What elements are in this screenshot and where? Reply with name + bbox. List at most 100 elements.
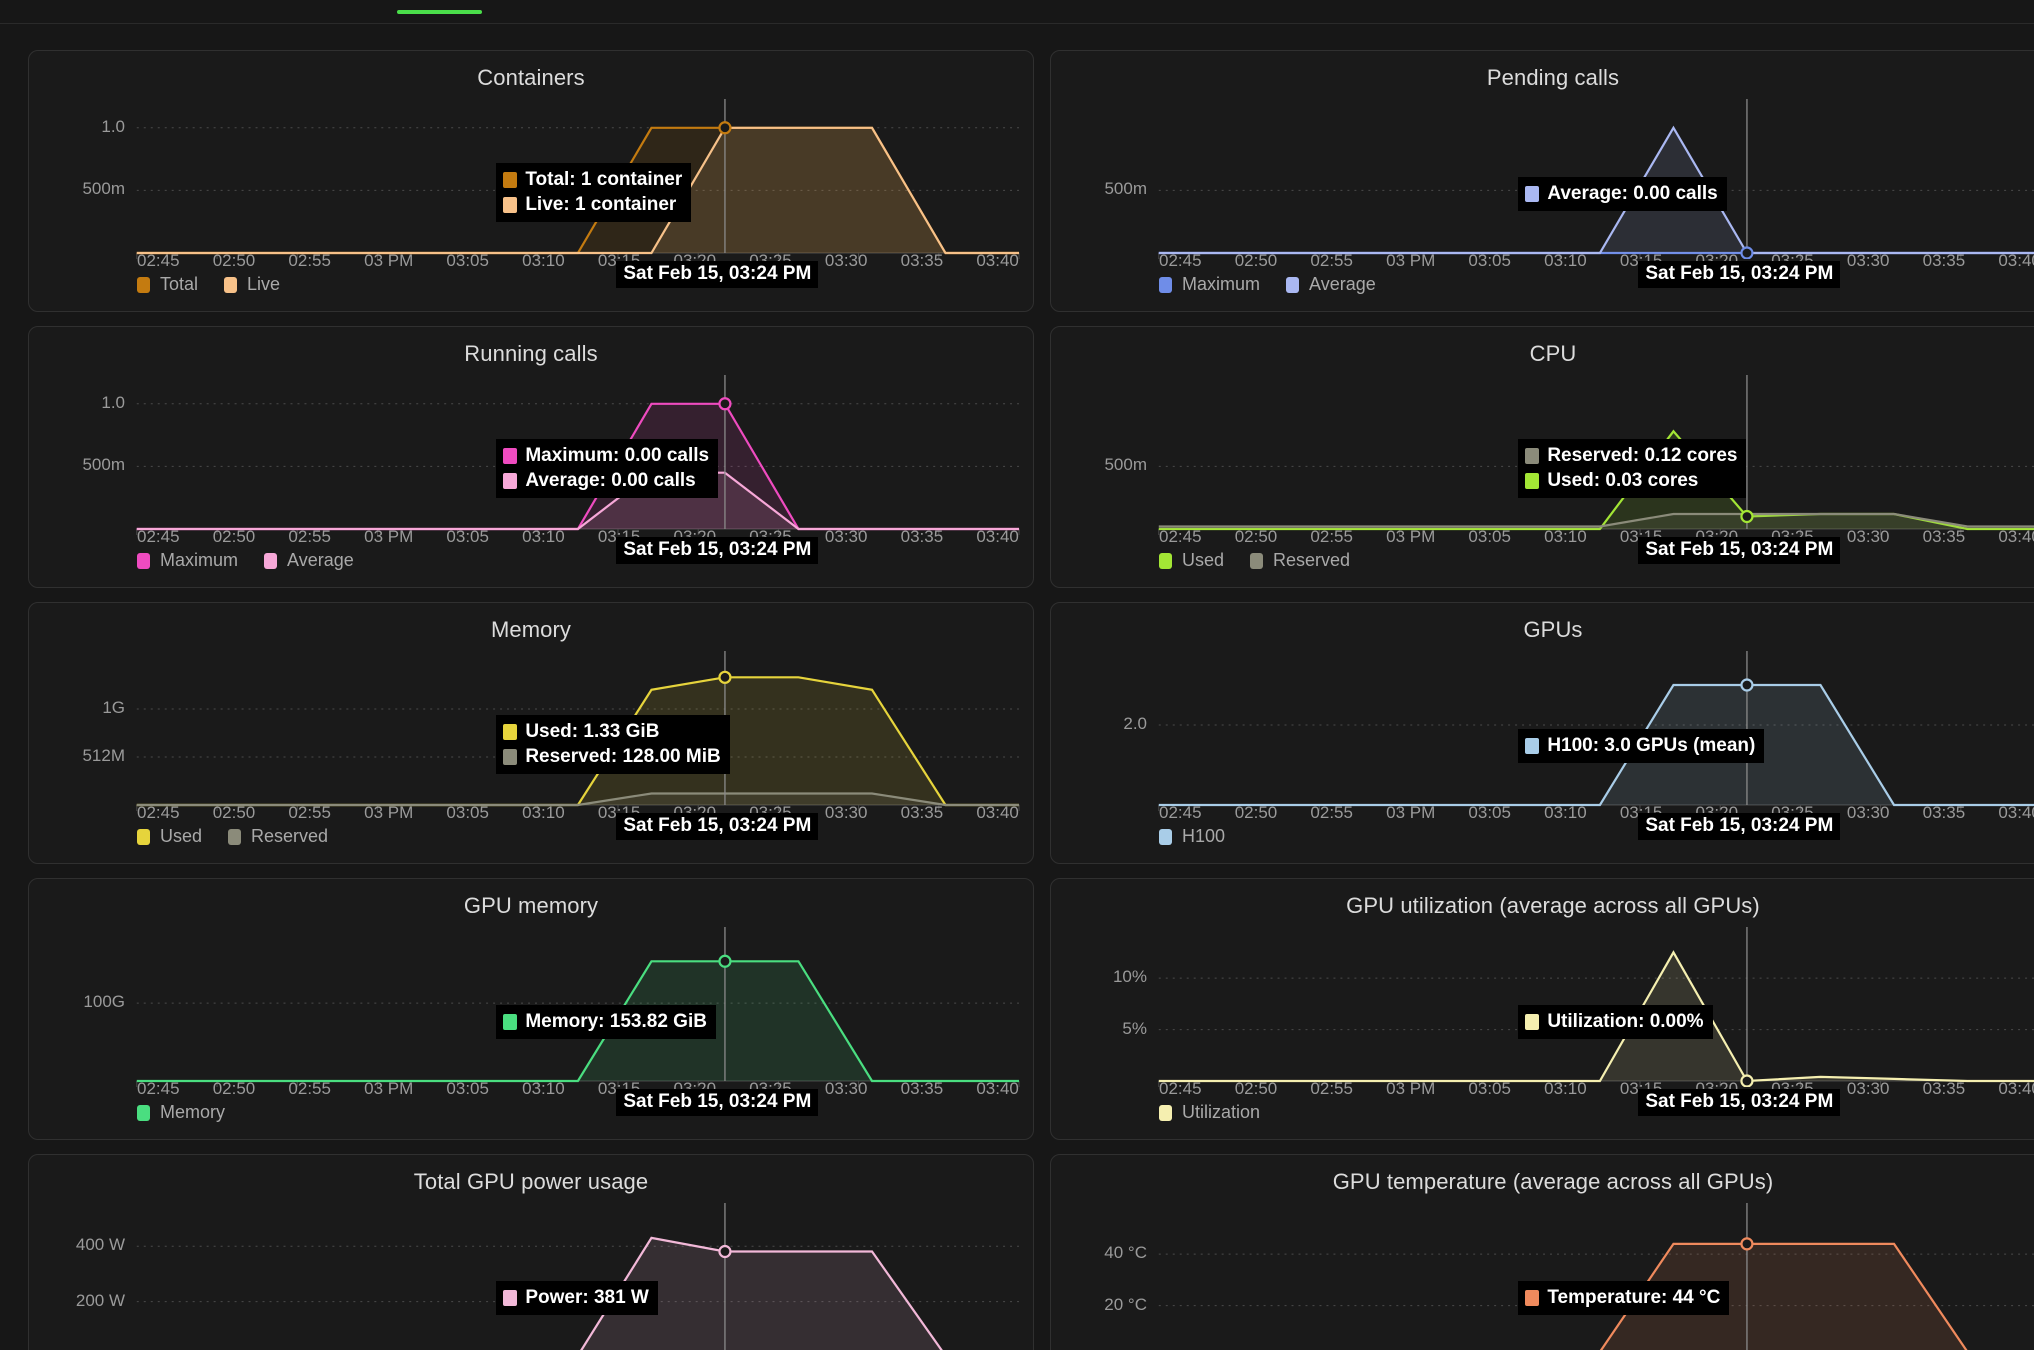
legend-swatch <box>264 552 278 569</box>
tab-function-calls[interactable]: Function Calls <box>28 0 217 14</box>
tab-containers[interactable]: Containers <box>217 0 375 14</box>
chart-legend: Maximum Average <box>1159 274 1376 295</box>
plot-area[interactable] <box>29 99 1033 259</box>
chart-legend: Used Reserved <box>1159 550 1350 571</box>
legend-label: Reserved <box>251 826 329 846</box>
cursor-timestamp: Sat Feb 15, 03:24 PM <box>616 261 819 288</box>
tooltip-series-swatch <box>503 723 518 740</box>
tooltip-row: Reserved: 128.00 MiB <box>503 744 721 769</box>
tooltip-text: Utilization: 0.00% <box>1547 1011 1704 1032</box>
tooltip-text: Power: 381 W <box>525 1287 649 1308</box>
cursor-timestamp: Sat Feb 15, 03:24 PM <box>616 1089 819 1116</box>
legend-label: Maximum <box>160 550 239 570</box>
tooltip-series-swatch <box>503 1289 518 1306</box>
plot-area[interactable] <box>29 375 1033 535</box>
tab-bar: Function Calls Containers Metrics Detail… <box>0 0 2034 24</box>
plot-area[interactable] <box>29 927 1033 1087</box>
legend-item[interactable]: Maximum <box>1159 274 1260 295</box>
legend-label: Average <box>1309 274 1376 294</box>
tooltip-series-swatch <box>1525 1013 1540 1030</box>
legend-label: Memory <box>160 1102 226 1122</box>
tooltip-text: H100: 3.0 GPUs (mean) <box>1547 735 1756 756</box>
tooltip-row: Memory: 153.82 GiB <box>503 1009 707 1034</box>
legend-item[interactable]: H100 <box>1159 826 1225 847</box>
tab-label: Containers <box>245 0 347 2</box>
panel-gpu-temperature: GPU temperature (average across all GPUs… <box>1050 1154 2034 1350</box>
tab-files[interactable]: Files <box>624 0 724 14</box>
chart-legend: Maximum Average <box>137 550 354 571</box>
panel-title: GPU temperature (average across all GPUs… <box>1332 1169 1774 1194</box>
tooltip-series-swatch <box>1525 1289 1540 1306</box>
panel-containers: Containers 1.0 500m Total: 1 container Live:… <box>28 50 1034 312</box>
legend-item[interactable]: Memory <box>137 1102 225 1123</box>
chart-legend: Memory <box>137 1102 225 1123</box>
tab-details[interactable]: Details <box>504 0 624 14</box>
panel-gpus: GPUs 2.0 H100: 3.0 GPUs (mean) Sat Feb 15, … <box>1050 602 2034 864</box>
plot-area[interactable] <box>1051 1203 2034 1350</box>
cursor-timestamp: Sat Feb 15, 03:24 PM <box>616 537 819 564</box>
panel-memory: Memory 1G 512M Used: 1.33 GiB Reserved: 128.… <box>28 602 1034 864</box>
legend-label: Average <box>287 550 354 570</box>
tooltip-text: Reserved: 0.12 cores <box>1547 445 1738 466</box>
tooltip-text: Reserved: 128.00 MiB <box>525 746 721 767</box>
tooltip-text: Used: 0.03 cores <box>1547 470 1699 491</box>
legend-label: Used <box>1182 550 1225 570</box>
legend-item[interactable]: Maximum <box>137 550 238 571</box>
legend-item[interactable]: Average <box>1286 274 1376 295</box>
legend-item[interactable]: Used <box>137 826 202 847</box>
chart-tooltip: Memory: 153.82 GiB <box>496 1005 716 1039</box>
legend-swatch <box>1159 276 1172 293</box>
legend-item[interactable]: Utilization <box>1159 1102 1260 1123</box>
chart-tooltip: Power: 381 W <box>496 1281 658 1315</box>
tooltip-text: Average: 0.00 calls <box>525 470 696 491</box>
panel-title: GPUs <box>1523 617 1583 642</box>
panel-cpu: CPU 500m Reserved: 0.12 cores Used: 0.03 co… <box>1050 326 2034 588</box>
legend-label: Maximum <box>1182 274 1261 294</box>
tooltip-series-swatch <box>1525 737 1540 754</box>
legend-item[interactable]: Live <box>224 274 280 295</box>
tooltip-series-swatch <box>1525 185 1540 202</box>
chart-tooltip: Maximum: 0.00 calls Average: 0.00 calls <box>496 439 719 498</box>
cursor-timestamp: Sat Feb 15, 03:24 PM <box>616 813 819 840</box>
panel-title: Containers <box>477 65 585 90</box>
legend-swatch <box>137 1104 150 1121</box>
tab-label: Files <box>652 0 696 2</box>
legend-swatch <box>137 276 150 293</box>
panel-title: Running calls <box>464 341 598 366</box>
tooltip-series-swatch <box>1525 472 1540 489</box>
chart-tooltip: Total: 1 container Live: 1 container <box>496 163 692 222</box>
tooltip-row: Average: 0.00 calls <box>503 468 709 493</box>
plot-area[interactable] <box>1051 375 2034 535</box>
tooltip-row: Reserved: 0.12 cores <box>1525 443 1737 468</box>
tooltip-text: Memory: 153.82 GiB <box>525 1011 707 1032</box>
legend-item[interactable]: Total <box>137 274 198 295</box>
chart-tooltip: Utilization: 0.00% <box>1518 1005 1713 1039</box>
panel-running-calls: Running calls 1.0 500m Maximum: 0.00 calls A… <box>28 326 1034 588</box>
tab-label: Function Calls <box>56 0 189 2</box>
legend-item[interactable]: Average <box>264 550 354 571</box>
panel-title: Pending calls <box>1486 65 1620 90</box>
tooltip-row: Total: 1 container <box>503 167 682 192</box>
legend-swatch <box>228 828 242 845</box>
cursor-timestamp: Sat Feb 15, 03:24 PM <box>1638 261 1841 288</box>
legend-item[interactable]: Reserved <box>1250 550 1350 571</box>
chart-legend: Total Live <box>137 274 280 295</box>
legend-item[interactable]: Reserved <box>228 826 328 847</box>
plot-area[interactable] <box>29 1203 1033 1350</box>
legend-item[interactable]: Used <box>1159 550 1224 571</box>
cursor-timestamp: Sat Feb 15, 03:24 PM <box>1638 813 1841 840</box>
tooltip-series-swatch <box>503 171 518 188</box>
panel-gpu-power: Total GPU power usage 400 W 200 W Power: 38… <box>28 1154 1034 1350</box>
panel-gpu-utilization: GPU utilization (average across all GPUs… <box>1050 878 2034 1140</box>
tab-label: Details <box>532 0 596 2</box>
tooltip-text: Live: 1 container <box>525 194 677 215</box>
tooltip-series-swatch <box>503 472 518 489</box>
legend-swatch <box>1286 276 1300 293</box>
tooltip-row: Maximum: 0.00 calls <box>503 443 709 468</box>
tab-metrics[interactable]: Metrics <box>375 0 505 14</box>
legend-label: Used <box>160 826 203 846</box>
plot-area[interactable] <box>29 651 1033 811</box>
tooltip-text: Average: 0.00 calls <box>1547 183 1718 204</box>
chart-legend: Utilization <box>1159 1102 1260 1123</box>
plot-area[interactable] <box>1051 651 2034 811</box>
